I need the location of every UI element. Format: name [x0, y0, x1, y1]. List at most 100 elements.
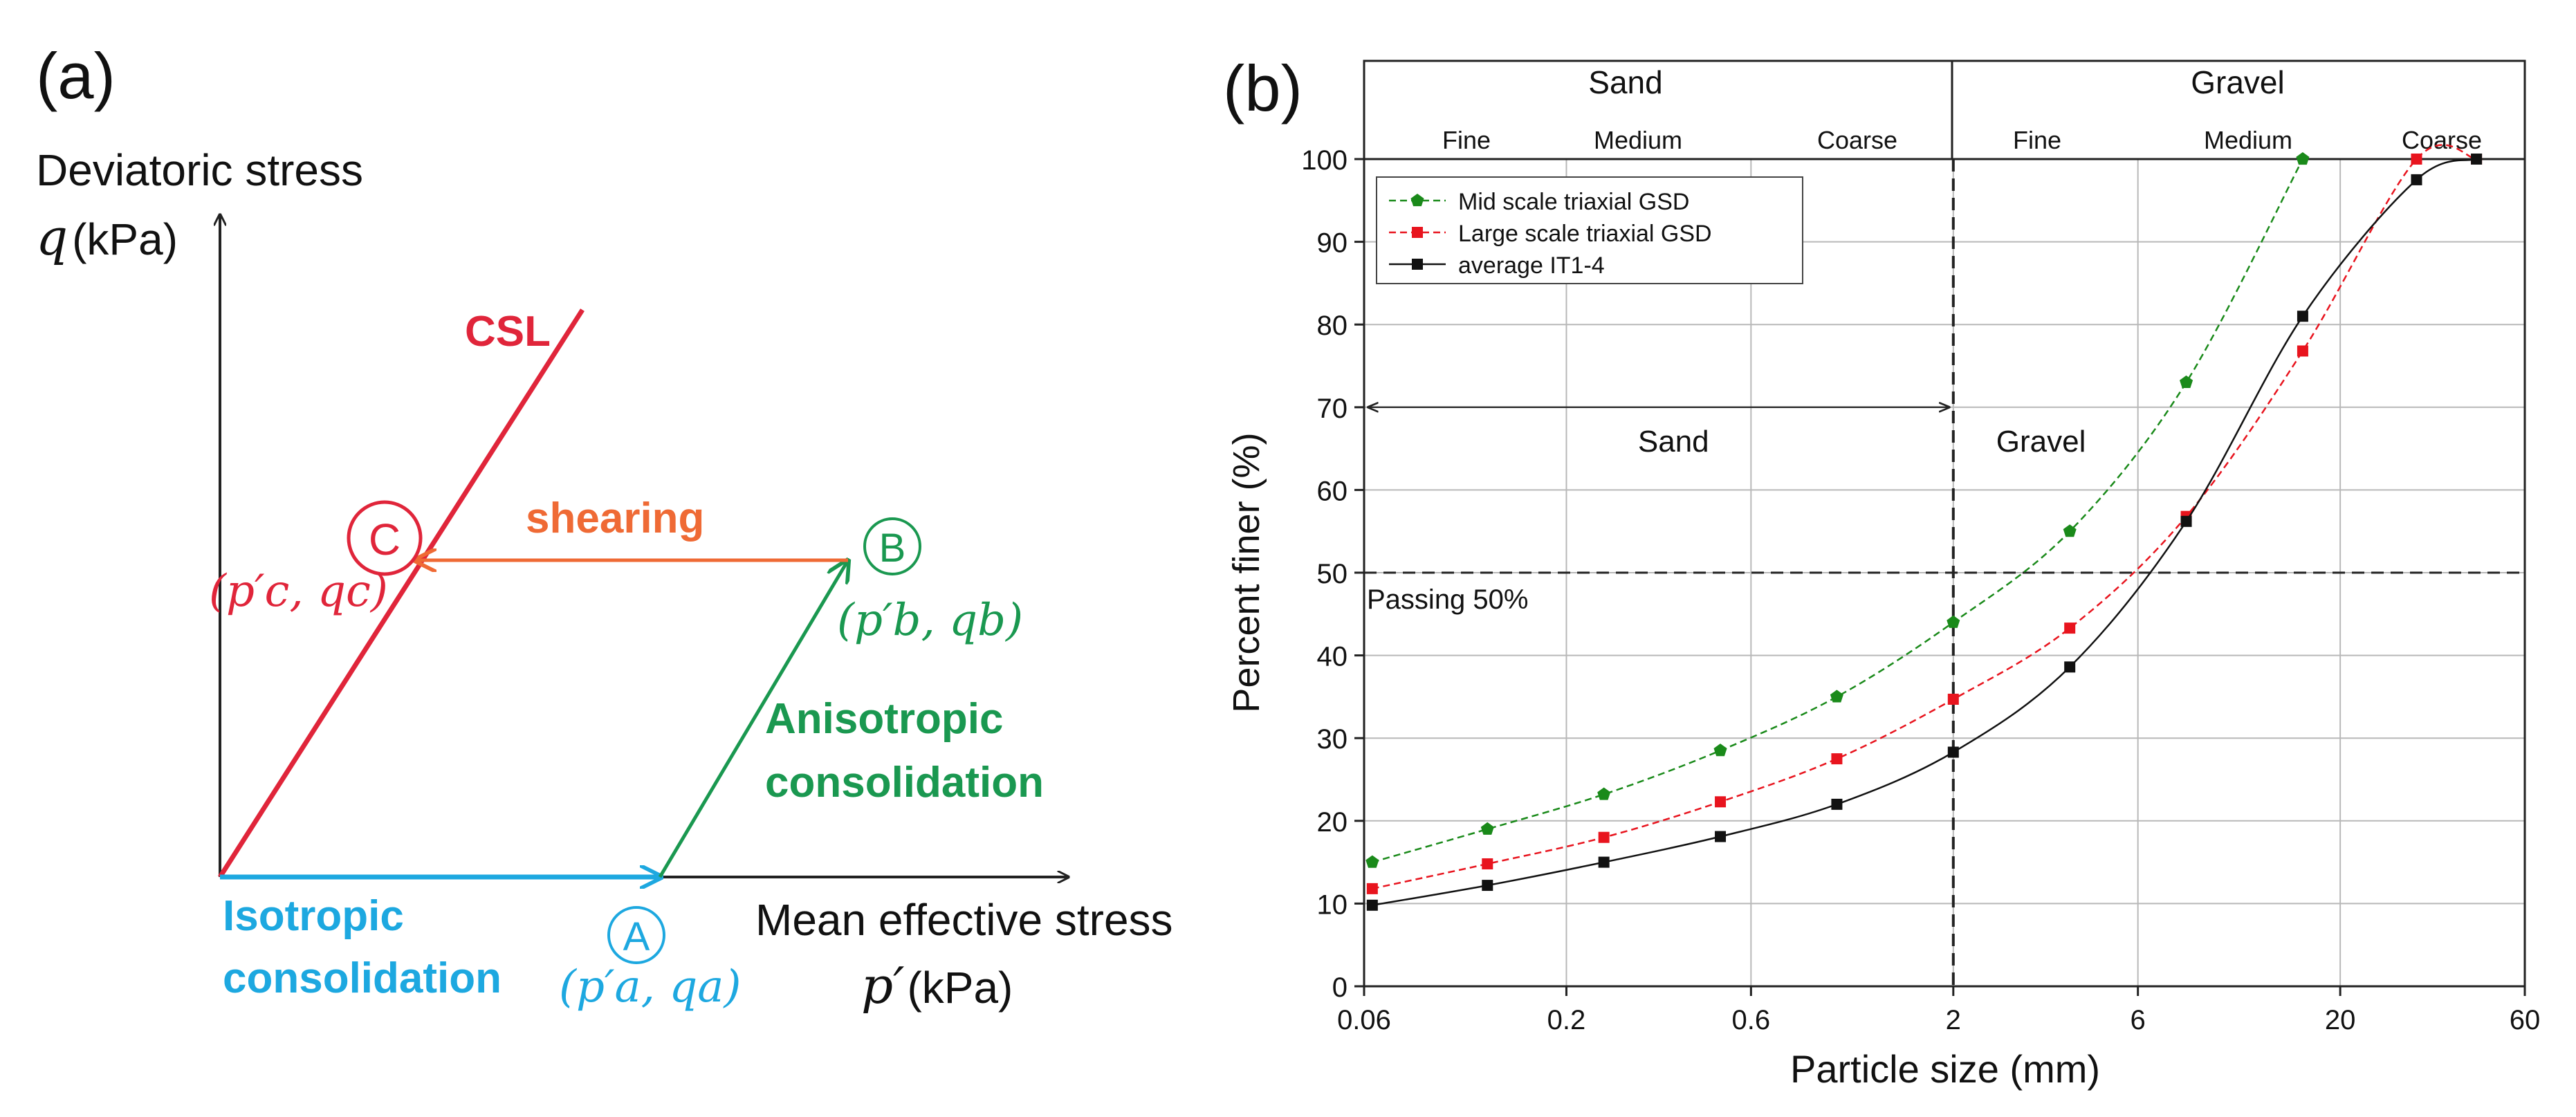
point-c-circle [347, 500, 423, 576]
data-point [2063, 524, 2077, 537]
panel-b: (b) Sand Gravel Fine Medium Coarse Fine … [1223, 52, 2540, 1091]
point-a-label: A [623, 914, 650, 959]
y-tick-label: 70 [1317, 394, 1348, 424]
header-sand-medium: Medium [1594, 126, 1682, 154]
header-sand: Sand [1588, 64, 1662, 100]
y-axis-unit-a: (kPa) [72, 214, 178, 264]
header-sand-fine: Fine [1442, 126, 1491, 154]
data-point [1480, 822, 1494, 835]
series-3 [1366, 154, 2483, 911]
isotropic-label-2: consolidation [223, 954, 502, 1002]
point-b-coord: (p′b, qb) [837, 595, 1023, 646]
anisotropic-label-1: Anisotropic [765, 695, 1003, 743]
legend-marker [1412, 227, 1423, 238]
y-tick-label: 40 [1317, 642, 1348, 672]
y-tick-label: 20 [1317, 807, 1348, 838]
series-1 [1365, 152, 2310, 868]
data-point [2411, 154, 2422, 165]
x-axis-unit-a: (kPa) [907, 963, 1013, 1013]
x-tick-label: 0.2 [1547, 1005, 1586, 1035]
point-a-circle [607, 906, 665, 964]
legend-label: Mid scale triaxial GSD [1458, 189, 1689, 215]
header-sand-coarse: Coarse [1817, 126, 1897, 154]
anisotropic-path [658, 560, 848, 878]
x-tick-label: 60 [2510, 1005, 2541, 1035]
data-point [1366, 883, 1378, 894]
data-point [2297, 345, 2308, 357]
x-tick-label: 2 [1946, 1005, 1961, 1035]
annotation-sand: Sand [1638, 425, 1709, 459]
x-tick-label: 0.06 [1337, 1005, 1391, 1035]
legend-marker [1410, 194, 1424, 207]
y-axis-symbol-a: q [36, 208, 68, 266]
data-point [1598, 856, 1610, 868]
y-tick-label: 0 [1332, 972, 1347, 1003]
header-gravel: Gravel [2191, 64, 2284, 100]
data-point [2296, 152, 2310, 165]
header-gravel-fine: Fine [2013, 126, 2061, 154]
annotations: Sand Gravel Passing 50% [1364, 159, 2525, 986]
data-point [1365, 855, 1379, 868]
anisotropic-label-2: consolidation [765, 759, 1044, 806]
point-a-coord: (p′a, qa) [559, 961, 741, 1013]
y-tick-label: 60 [1317, 476, 1348, 506]
data-point [1947, 693, 1959, 705]
panel-a: (a) Deviatoric stress q(kPa) CSL Isotrop… [36, 39, 1173, 1015]
point-c-coord: (p′c, qc) [209, 566, 388, 617]
header-gravel-coarse: Coarse [2402, 126, 2482, 154]
x-tick-label: 0.6 [1732, 1005, 1771, 1035]
data-point [1598, 831, 1610, 843]
annotation-passing-50: Passing 50% [1367, 584, 1528, 615]
legend-label: average IT1-4 [1458, 252, 1605, 279]
svg-text:p′(kPa): p′(kPa) [861, 957, 1013, 1015]
data-point [1366, 899, 1378, 911]
data-point [1830, 690, 1843, 703]
y-tick-label: 50 [1317, 559, 1348, 589]
point-c-label: C [369, 515, 401, 564]
data-point [2411, 174, 2422, 185]
isotropic-label-1: Isotropic [223, 892, 404, 940]
grading-header [1363, 59, 2526, 160]
x-tick-label: 20 [2325, 1005, 2356, 1035]
legend-marker [1412, 259, 1423, 270]
data-point [2180, 515, 2192, 527]
x-tick-label: 6 [2131, 1005, 2146, 1035]
legend-box [1376, 176, 1803, 284]
y-tick-label: 10 [1317, 889, 1348, 920]
panel-b-label: (b) [1223, 52, 1303, 124]
data-point [1947, 746, 1959, 758]
data-point [2064, 661, 2076, 673]
y-tick-label: 30 [1317, 724, 1348, 755]
data-point [2180, 375, 2193, 388]
data-point [1715, 796, 1727, 808]
x-ticks: 0.06 0.2 0.6 2 6 20 60 [1337, 986, 2540, 1035]
svg-text:q(kPa): q(kPa) [36, 208, 178, 266]
header-gravel-medium: Medium [2204, 126, 2292, 154]
x-axis-title-a: Mean effective stress [755, 895, 1173, 945]
series-line [1372, 144, 2477, 890]
data-point [1831, 753, 1843, 765]
data-point [1831, 798, 1843, 810]
y-ticks: 0 10 20 30 40 50 60 70 80 90 100 [1301, 145, 1364, 1003]
csl-line [218, 308, 585, 878]
point-b-circle [863, 517, 921, 575]
data-point [2471, 154, 2483, 165]
shearing-label: shearing [526, 495, 704, 542]
y-tick-label: 90 [1317, 228, 1348, 259]
y-axis-title-a: Deviatoric stress [36, 145, 363, 195]
data-point [1947, 615, 1960, 628]
point-b-label: B [879, 526, 906, 571]
annotation-gravel: Gravel [1996, 425, 2086, 459]
data-point [1482, 858, 1493, 869]
data-point [1482, 880, 1493, 892]
data-point [2297, 311, 2308, 322]
data-point [1715, 831, 1727, 842]
panel-a-label: (a) [36, 39, 116, 112]
y-axis-title-b: Percent finer (%) [1226, 432, 1267, 712]
series-group [1365, 144, 2483, 911]
data-point [1713, 744, 1727, 757]
csl-label: CSL [465, 308, 551, 356]
x-axis-title-b: Particle size (mm) [1790, 1047, 2100, 1091]
data-point [2064, 622, 2076, 634]
series-line [1372, 158, 2477, 907]
